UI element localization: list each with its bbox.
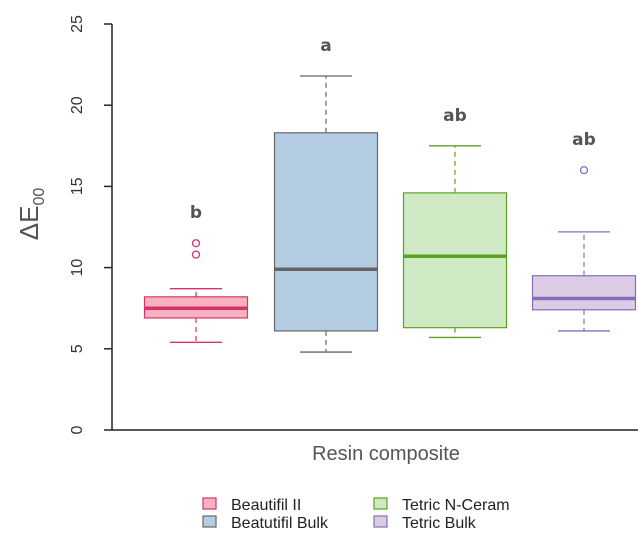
y-tick-label: 20: [69, 96, 86, 114]
iqr-box: [531, 275, 637, 311]
iqr-box: [273, 132, 379, 332]
box-beatutifil-bulk: [273, 75, 379, 353]
y-tick-label: 10: [69, 259, 86, 277]
legend-swatch: [373, 497, 388, 510]
outlier-point: [191, 250, 201, 259]
legend-item: Tetric Bulk: [373, 515, 477, 532]
legend-label: Beautifil II: [231, 497, 301, 514]
legend-swatch: [202, 515, 217, 528]
legend-swatch: [202, 497, 217, 510]
iqr-box: [402, 192, 508, 329]
significance-label: ab: [572, 130, 596, 150]
legend-item: Tetric N-Ceram: [373, 497, 510, 514]
y-tick-label: 25: [69, 15, 86, 33]
legend-label: Tetric Bulk: [402, 515, 477, 532]
y-axis-title: ΔE00: [14, 188, 48, 241]
legend-item: Beatutifil Bulk: [202, 515, 329, 532]
axes: 0 5 10 15 20 25 ΔE00 Resin composite: [14, 15, 638, 465]
x-axis-title: Resin composite: [312, 443, 460, 465]
box-tetric-n-ceram: [402, 145, 508, 339]
legend-label: Tetric N-Ceram: [402, 497, 510, 514]
legend-label: Beatutifil Bulk: [231, 515, 329, 532]
boxes: [143, 75, 637, 353]
y-tick-label: 15: [69, 177, 86, 195]
significance-label: b: [190, 203, 202, 223]
significance-labels: b a ab ab: [190, 36, 596, 223]
legend-swatch: [373, 515, 388, 528]
box-tetric-bulk: [531, 166, 637, 332]
y-tick-label: 5: [69, 344, 86, 353]
y-tick-label: 0: [69, 425, 86, 434]
box-beautifil-ii: [143, 239, 249, 343]
outlier-point: [579, 166, 589, 175]
significance-label: ab: [443, 106, 467, 126]
significance-label: a: [320, 36, 331, 56]
outlier-point: [191, 239, 201, 248]
legend-item: Beautifil II: [202, 497, 301, 514]
